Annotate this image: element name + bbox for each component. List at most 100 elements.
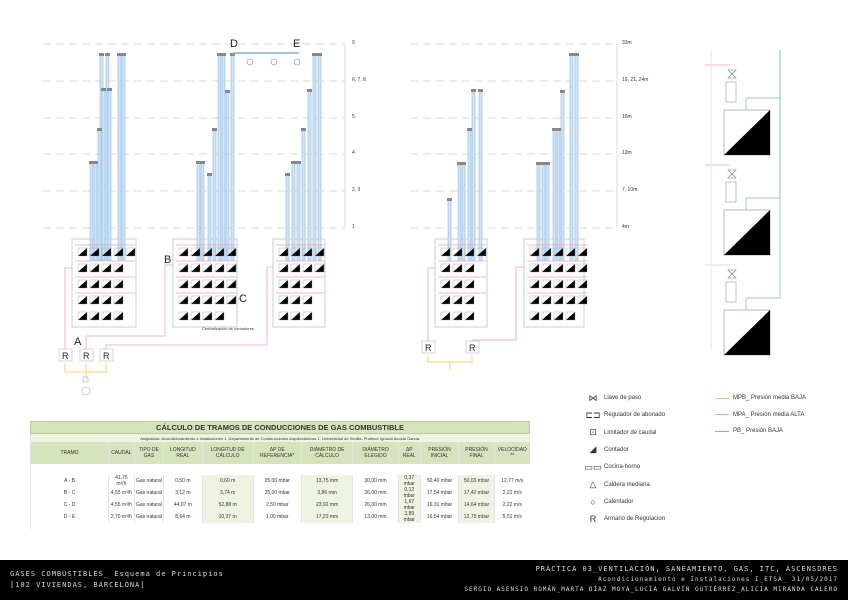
table-cell: 2,70 m³/h — [108, 511, 135, 523]
meter-icon — [114, 248, 123, 256]
riser-meter-icon — [471, 89, 476, 92]
point-c-label: C — [239, 293, 247, 305]
meter-icon — [465, 264, 474, 272]
meter-box — [464, 295, 475, 305]
riser-pipe — [121, 54, 126, 261]
regulation-cabinet-label: R — [83, 351, 90, 361]
regulation-cabinet-label: R — [425, 343, 432, 353]
meter-box — [541, 311, 552, 321]
meter-box — [226, 247, 237, 257]
meter-box — [89, 295, 100, 305]
meter-box — [464, 311, 475, 321]
table-cell: 1,67 mbar — [397, 499, 421, 511]
meter-box — [577, 263, 588, 273]
meter-icon — [227, 296, 236, 304]
gas-calculation-table: CÁLCULO DE TRAMOS DE CONDUCCIONES DE GAS… — [30, 421, 530, 529]
riser-meter-icon — [217, 53, 222, 56]
riser-pipe — [552, 129, 557, 261]
meter-box — [77, 247, 88, 257]
riser-meter-icon — [478, 89, 483, 92]
riser-meter-icon — [569, 53, 574, 56]
meter-box — [214, 247, 225, 257]
riser-meter-icon — [101, 88, 106, 91]
riser-meter-icon — [457, 162, 462, 165]
meter-icon — [554, 248, 563, 256]
meter-box — [529, 279, 540, 289]
meter-box — [77, 263, 88, 273]
riser-meter-icon — [121, 53, 126, 56]
level-label: 4 — [352, 150, 355, 156]
meter-box — [101, 279, 112, 289]
column-header: VELOCIDAD ** — [494, 442, 530, 464]
regulation-cabinet-label: R — [103, 351, 110, 361]
riser-meter-icon — [560, 90, 565, 93]
level-label: 19, 21, 24m — [622, 77, 649, 83]
riser-meter-icon — [105, 53, 110, 56]
table-cell: 3,12 m — [163, 487, 203, 499]
meter-box — [214, 263, 225, 273]
column-header: LONGITUD REAL — [163, 442, 203, 464]
meter-box — [89, 311, 100, 321]
meter-box — [278, 263, 289, 273]
riser-meter-icon — [536, 162, 541, 165]
meter-box — [452, 247, 463, 257]
meter-icon — [114, 312, 123, 320]
regulator-icon — [725, 281, 737, 303]
meter-icon — [114, 264, 123, 272]
mpb-pipe — [427, 355, 473, 370]
riser-pipe — [301, 129, 306, 261]
meter-icon — [227, 264, 236, 272]
table-cell: 50,40 mbar — [419, 475, 459, 487]
legend-label: Contador — [604, 446, 629, 453]
centralization-label: Centralización de contadores — [202, 326, 254, 331]
riser-meter-icon — [117, 53, 122, 56]
meter-box — [565, 311, 576, 321]
meter-box — [577, 247, 588, 257]
meter-icon — [78, 264, 87, 272]
legend-label: Armario de Regulacion — [604, 516, 666, 523]
meter-icon — [90, 248, 99, 256]
footer-title: GASES COMBUSTIBLES_ Esquema de Principio… — [10, 570, 224, 578]
riser-pipe — [89, 162, 94, 261]
meter-box — [202, 295, 213, 305]
meter-box — [190, 279, 201, 289]
table-cell: 16,54 mbar — [419, 511, 459, 523]
level-label: 33m — [622, 40, 632, 46]
table-subtitle: Asignatura: Acondicionamiento e Instalac… — [30, 433, 530, 442]
meter-box — [529, 295, 540, 305]
riser-pipe — [574, 54, 579, 261]
legend-label: Calentador — [604, 498, 634, 505]
meter-box — [202, 247, 213, 257]
meter-icon — [441, 312, 450, 320]
legend-line-item: MPA_ Presión media ALTA — [715, 409, 804, 421]
table-cell: 13,75 mm — [300, 475, 353, 487]
meter-icon — [554, 312, 563, 320]
table-cell: 25,00 mbar — [252, 487, 302, 499]
meter-icon: ◢ — [589, 444, 597, 455]
valve-icon — [727, 69, 737, 79]
meter-icon — [441, 280, 450, 288]
table-cell: 44,07 m — [163, 499, 203, 511]
riser-pipe — [117, 54, 122, 261]
column-header: CAUDAL — [108, 442, 135, 464]
meter-box — [178, 247, 189, 257]
meter-box — [101, 311, 112, 321]
riser-pipe — [457, 163, 462, 261]
table-cell: Gas natural — [133, 475, 164, 487]
table-cell: Gas natural — [133, 487, 164, 499]
meter-icon — [453, 264, 462, 272]
meter-box — [452, 263, 463, 273]
meter-box — [290, 279, 301, 289]
meter-box — [214, 279, 225, 289]
regulation-cabinet-icon: R — [589, 514, 597, 525]
meter-icon — [191, 264, 200, 272]
meter-box — [565, 279, 576, 289]
legend-label: Llave de paso — [604, 395, 642, 401]
meter-icon — [279, 264, 288, 272]
line-swatch-icon — [715, 397, 729, 399]
meter-icon — [566, 264, 575, 272]
flow-limiter-icon: ⊡ — [589, 427, 597, 438]
meter-icon — [303, 264, 312, 272]
riser-pipe — [545, 163, 550, 261]
riser-meter-icon — [230, 53, 235, 56]
